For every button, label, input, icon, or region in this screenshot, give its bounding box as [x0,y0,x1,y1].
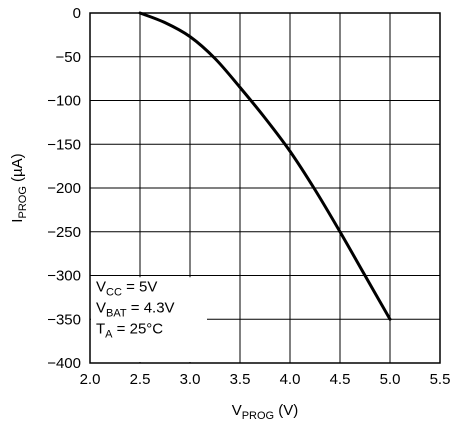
y-tick-label: −400 [47,355,81,372]
y-tick-label: −50 [56,49,81,66]
series-line [140,13,390,319]
x-tick-label: 4.5 [330,371,351,388]
y-tick-label: −350 [47,311,81,328]
x-axis-label-sub: PROG [242,410,274,422]
y-tick-label: −100 [47,93,81,110]
x-tick-label: 2.5 [130,371,151,388]
x-tick-label: 5.5 [430,371,451,388]
x-tick-label: 2.0 [80,371,101,388]
y-tick-label: −250 [47,224,81,241]
y-axis-label-unit: (µA) [9,153,26,186]
y-tick-label: −200 [47,180,81,197]
x-tick-label: 3.5 [230,371,251,388]
y-tick-label: −300 [47,268,81,285]
series-layer [140,13,390,319]
y-tick-label: −150 [47,136,81,153]
x-tick-label: 4.0 [280,371,301,388]
y-axis-label: IPROG (µA) [9,153,29,222]
y-axis-label-sub: PROG [17,186,29,218]
x-axis-label-unit: (V) [274,402,298,419]
y-tick-label: 0 [73,5,81,22]
x-axis-label: VPROG (V) [232,402,299,422]
x-axis-label-main: V [232,402,242,419]
x-tick-label: 5.0 [380,371,401,388]
x-tick-label: 3.0 [180,371,201,388]
